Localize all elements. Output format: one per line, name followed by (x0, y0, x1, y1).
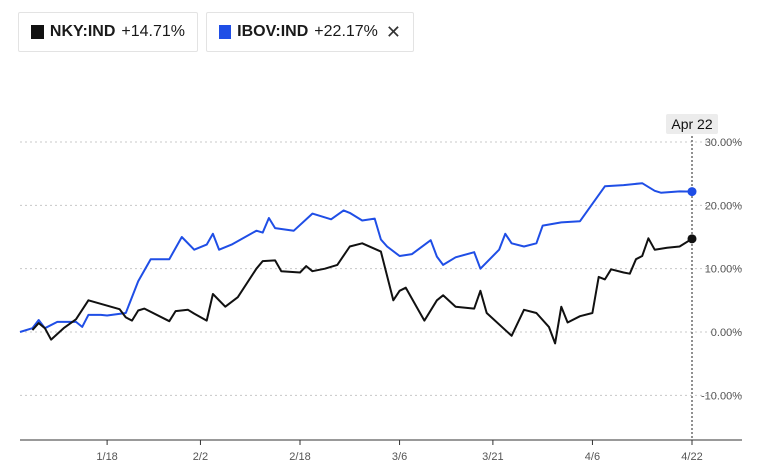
legend-ticker: IBOV:IND (237, 23, 309, 40)
series-line-nky (31, 237, 693, 345)
grid-lines (20, 141, 742, 396)
y-axis-ticks: 30.00% 20.00% 10.00% 0.00% -10.00% (701, 137, 742, 402)
hover-crosshair: Apr 22 (666, 114, 718, 440)
legend-change: +14.71% (121, 23, 185, 40)
legend: NKY:IND +14.71% IBOV:IND +22.17% ✕ (18, 12, 414, 52)
legend-change: +22.17% (314, 23, 378, 40)
legend-chip-ibov[interactable]: IBOV:IND +22.17% ✕ (206, 12, 414, 52)
hover-date-box (666, 114, 718, 134)
x-tick-label: 3/6 (392, 451, 407, 463)
nky-swatch-icon (31, 25, 44, 39)
y-tick-label: -10.00% (701, 390, 742, 402)
ibov-swatch-icon (219, 25, 232, 39)
close-icon[interactable]: ✕ (385, 21, 401, 42)
x-tick-label: 4/6 (585, 451, 600, 463)
series-line-ibov (19, 182, 693, 333)
endpoint-marker-nky (687, 234, 697, 244)
x-axis: 1/18 2/2 2/18 3/6 3/21 4/6 4/22 (20, 439, 742, 463)
legend-chip-nky[interactable]: NKY:IND +14.71% (18, 12, 198, 52)
x-tick-label: 2/18 (289, 451, 310, 463)
y-tick-label: 30.00% (705, 137, 743, 149)
endpoint-marker-ibov (687, 187, 697, 197)
series-lines (19, 182, 693, 345)
y-tick-label: 10.00% (705, 264, 743, 276)
x-tick-label: 1/18 (96, 451, 117, 463)
y-tick-label: 0.00% (711, 327, 742, 339)
x-tick-label: 2/2 (193, 451, 208, 463)
legend-ticker: NKY:IND (49, 23, 116, 40)
x-tick-label: 4/22 (681, 451, 702, 463)
y-tick-label: 20.00% (705, 200, 743, 212)
hover-date-label: Apr 22 (671, 116, 712, 132)
x-tick-label: 3/21 (482, 451, 503, 463)
